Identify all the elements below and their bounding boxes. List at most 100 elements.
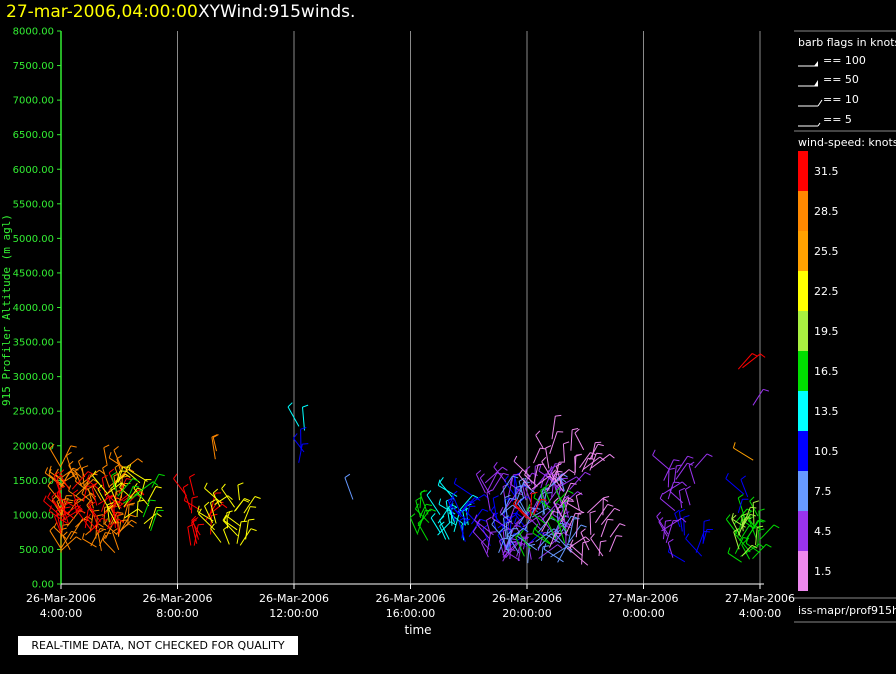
wind-barb-tick bbox=[556, 503, 563, 507]
wind-barb-tick bbox=[513, 498, 518, 505]
wind-barb bbox=[758, 510, 761, 533]
wind-barb-tick bbox=[540, 447, 547, 450]
wind-barb-tick bbox=[607, 518, 614, 521]
x-tick-time: 16:00:00 bbox=[386, 607, 435, 620]
wind-barb-tick bbox=[221, 503, 228, 509]
wind-barb bbox=[591, 442, 596, 459]
wind-barb bbox=[486, 532, 492, 554]
wind-barb-tick bbox=[746, 508, 753, 513]
wind-barb-tick bbox=[66, 451, 72, 457]
wind-barb bbox=[76, 509, 91, 530]
wind-barb bbox=[243, 506, 251, 522]
wind-barb-tick bbox=[102, 464, 108, 469]
speed-legend-swatch bbox=[798, 431, 808, 471]
wind-barb-tick bbox=[198, 508, 202, 515]
wind-barb bbox=[518, 481, 525, 499]
wind-barb bbox=[734, 537, 744, 554]
speed-legend-label: 19.5 bbox=[814, 325, 839, 338]
wind-barb-tick bbox=[576, 492, 582, 497]
wind-barb-tick bbox=[79, 508, 86, 514]
wind-barb bbox=[745, 520, 759, 542]
speed-legend-label: 1.5 bbox=[814, 565, 832, 578]
wind-barb-tick bbox=[53, 471, 60, 476]
wind-barb bbox=[210, 528, 222, 543]
wind-barb bbox=[748, 520, 761, 530]
wind-barb bbox=[517, 538, 523, 562]
wind-barb bbox=[138, 479, 146, 502]
speed-legend-title: wind-speed: knots bbox=[798, 136, 896, 149]
wind-barb bbox=[210, 502, 217, 524]
wind-barb-tick bbox=[49, 525, 55, 532]
wind-barb bbox=[419, 491, 422, 509]
wind-barb-tick bbox=[525, 495, 532, 501]
wind-barb-tick bbox=[740, 475, 747, 480]
wind-barb bbox=[118, 514, 131, 533]
wind-barb bbox=[136, 501, 139, 518]
wind-barb bbox=[505, 523, 509, 539]
wind-barb bbox=[92, 486, 102, 501]
wind-barb bbox=[562, 443, 565, 462]
barb-flags-legend: barb flags in knots == 100 == 50 == 10 =… bbox=[794, 30, 896, 132]
wind-barb bbox=[591, 453, 610, 469]
wind-barb bbox=[122, 504, 129, 523]
speed-legend-swatch bbox=[798, 351, 808, 391]
wind-barb-tick bbox=[99, 469, 105, 475]
wind-barb-tick bbox=[56, 490, 60, 497]
wind-barb bbox=[415, 508, 430, 524]
wind-barb-tick bbox=[517, 498, 522, 504]
wind-barb bbox=[184, 500, 201, 511]
x-tick-date: 26-Mar-2006 bbox=[376, 592, 446, 605]
wind-barb bbox=[505, 541, 520, 559]
wind-barb-tick bbox=[479, 473, 485, 479]
wind-barb-tick bbox=[659, 492, 664, 499]
wind-barb-tick bbox=[475, 470, 482, 475]
wind-barb bbox=[198, 513, 215, 531]
wind-barb bbox=[212, 437, 217, 452]
wind-barb-tick bbox=[725, 472, 729, 479]
wind-barb-tick bbox=[564, 525, 571, 529]
wind-barb bbox=[752, 502, 755, 524]
wind-barb bbox=[541, 511, 554, 532]
wind-barb-tick bbox=[344, 473, 351, 479]
wind-barb bbox=[594, 504, 609, 524]
wind-barb-tick bbox=[676, 464, 683, 467]
wind-barb-tick bbox=[569, 539, 574, 546]
wind-barb bbox=[758, 524, 775, 541]
wind-barb bbox=[287, 406, 300, 427]
wind-barb bbox=[113, 470, 121, 490]
wind-barb bbox=[734, 533, 751, 553]
wind-barb-tick bbox=[448, 498, 454, 504]
wind-barb bbox=[524, 507, 535, 530]
speed-legend-label: 10.5 bbox=[814, 445, 839, 458]
wind-barb bbox=[673, 465, 677, 483]
wind-barb bbox=[741, 515, 744, 532]
wind-barb-tick bbox=[513, 455, 518, 462]
barb-legend-10-label: == 10 bbox=[823, 93, 859, 106]
wind-barb-tick bbox=[667, 538, 674, 543]
wind-barb bbox=[60, 445, 72, 467]
wind-barb bbox=[458, 520, 466, 542]
wind-barb-tick bbox=[47, 480, 52, 487]
wind-barb-tick bbox=[493, 461, 498, 468]
wind-barb-tick bbox=[113, 512, 121, 514]
wind-barb-tick bbox=[580, 524, 587, 528]
wind-barb bbox=[659, 498, 676, 512]
wind-barb-tick bbox=[504, 494, 511, 498]
wind-barb bbox=[47, 497, 62, 511]
wind-barb bbox=[537, 533, 552, 549]
x-tick-date: 27-Mar-2006 bbox=[609, 592, 679, 605]
wind-barb bbox=[737, 353, 753, 370]
wind-barb-tick bbox=[212, 488, 219, 494]
wind-barb-tick bbox=[543, 484, 550, 489]
wind-barb-tick bbox=[763, 388, 770, 392]
wind-barb-tick bbox=[582, 540, 589, 544]
wind-barb-tick bbox=[191, 496, 199, 499]
wind-barb-tick bbox=[704, 530, 711, 533]
wind-barb bbox=[430, 517, 441, 533]
grid-layer bbox=[177, 31, 761, 584]
wind-barb bbox=[663, 459, 675, 481]
wind-barb bbox=[82, 538, 97, 548]
wind-barb bbox=[662, 521, 666, 540]
wind-barb-tick bbox=[450, 521, 457, 526]
wind-barb-tick bbox=[480, 518, 487, 522]
